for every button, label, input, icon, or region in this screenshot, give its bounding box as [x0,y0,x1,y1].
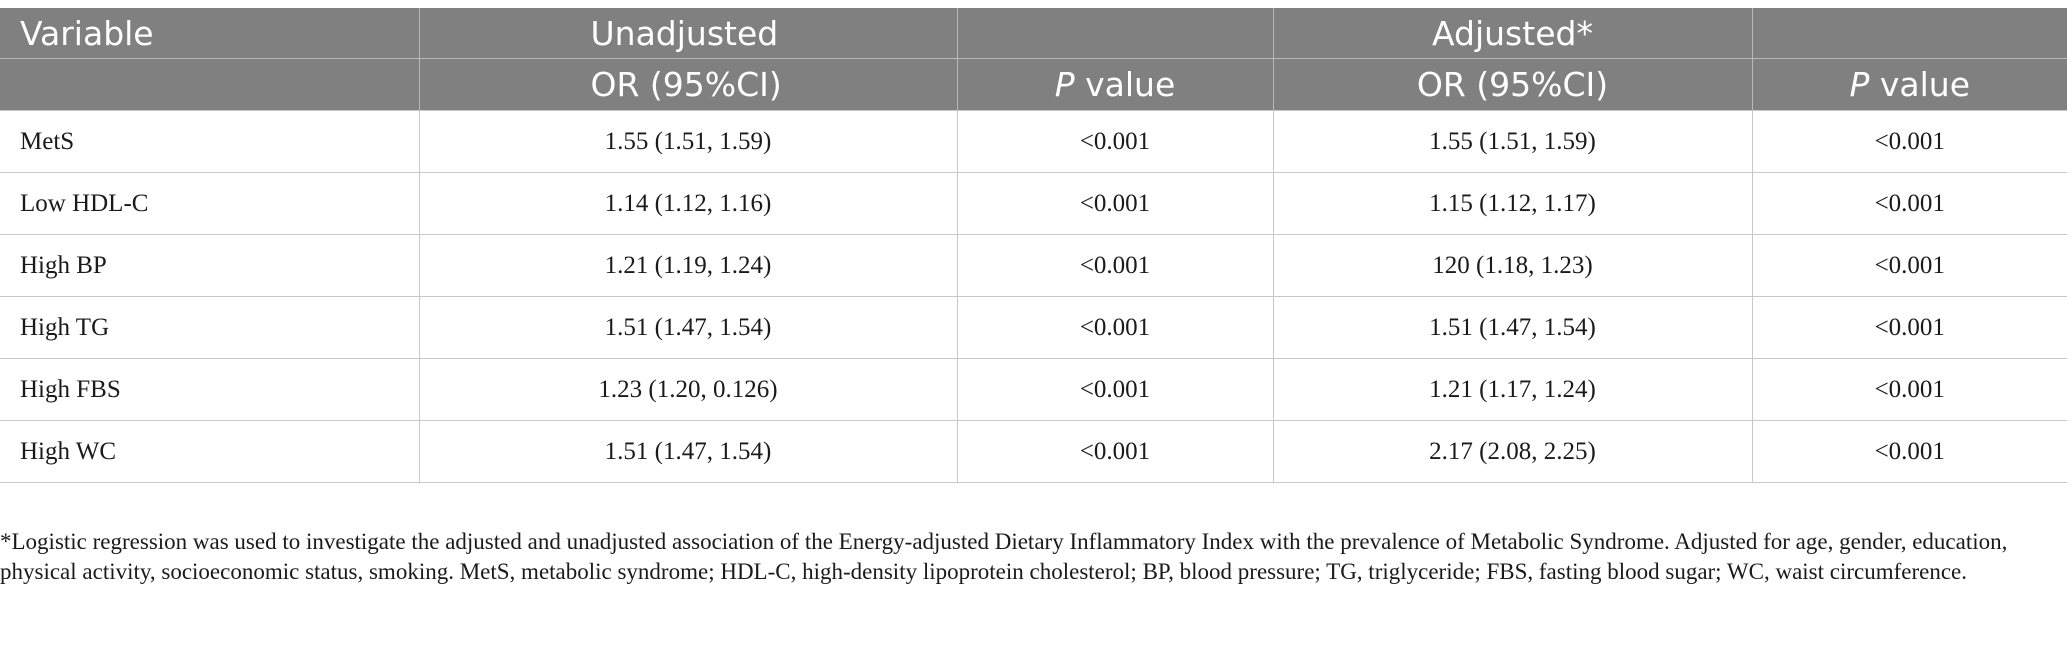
table-row: MetS 1.55 (1.51, 1.59) <0.001 1.55 (1.51… [0,110,2067,173]
cell-variable: High TG [0,296,420,359]
header-p-letter: P [1849,65,1870,104]
results-table-container: Variable Unadjusted Adjusted* OR (95%CI)… [0,8,2067,483]
header-or-adjusted: OR (95%CI) [1273,58,1753,111]
cell-or-unadjusted: 1.51 (1.47, 1.54) [419,296,958,359]
table-header: Variable Unadjusted Adjusted* OR (95%CI)… [0,8,2067,111]
header-p-word: value [1074,65,1176,104]
header-p-word: value [1869,65,1971,104]
table-row: High WC 1.51 (1.47, 1.54) <0.001 2.17 (2… [0,420,2067,483]
cell-p-unadjusted: <0.001 [957,110,1274,173]
header-empty-1 [957,8,1274,59]
header-p-letter: P [1054,65,1075,104]
header-p-adjusted: P value [1752,58,2067,111]
cell-or-adjusted: 1.55 (1.51, 1.59) [1273,110,1753,173]
table-footnote: *Logistic regression was used to investi… [0,529,2008,584]
cell-variable: High WC [0,420,420,483]
cell-or-adjusted: 2.17 (2.08, 2.25) [1273,420,1753,483]
cell-p-unadjusted: <0.001 [957,358,1274,421]
cell-p-adjusted: <0.001 [1752,420,2067,483]
table-row: Low HDL-C 1.14 (1.12, 1.16) <0.001 1.15 … [0,172,2067,235]
cell-p-adjusted: <0.001 [1752,358,2067,421]
cell-or-adjusted: 1.15 (1.12, 1.17) [1273,172,1753,235]
cell-p-adjusted: <0.001 [1752,110,2067,173]
table-body: MetS 1.55 (1.51, 1.59) <0.001 1.55 (1.51… [0,110,2067,483]
cell-variable: MetS [0,110,420,173]
cell-or-unadjusted: 1.23 (1.20, 0.126) [419,358,958,421]
cell-or-unadjusted: 1.51 (1.47, 1.54) [419,420,958,483]
header-empty-2 [1752,8,2067,59]
cell-p-unadjusted: <0.001 [957,172,1274,235]
cell-or-adjusted: 120 (1.18, 1.23) [1273,234,1753,297]
header-unadjusted: Unadjusted [419,8,958,59]
table-row: High FBS 1.23 (1.20, 0.126) <0.001 1.21 … [0,358,2067,421]
cell-variable: High BP [0,234,420,297]
header-empty-3 [0,58,420,111]
cell-or-adjusted: 1.21 (1.17, 1.24) [1273,358,1753,421]
header-row-2: OR (95%CI) P value OR (95%CI) P value [0,58,2067,111]
table-row: High BP 1.21 (1.19, 1.24) <0.001 120 (1.… [0,234,2067,297]
header-p-unadjusted: P value [957,58,1274,111]
cell-p-adjusted: <0.001 [1752,296,2067,359]
header-adjusted: Adjusted* [1273,8,1753,59]
header-row-1: Variable Unadjusted Adjusted* [0,8,2067,59]
cell-variable: Low HDL-C [0,172,420,235]
cell-variable: High FBS [0,358,420,421]
header-or-unadjusted: OR (95%CI) [419,58,958,111]
cell-or-unadjusted: 1.14 (1.12, 1.16) [419,172,958,235]
cell-p-adjusted: <0.001 [1752,172,2067,235]
header-variable: Variable [0,8,420,59]
table-row: High TG 1.51 (1.47, 1.54) <0.001 1.51 (1… [0,296,2067,359]
cell-p-adjusted: <0.001 [1752,234,2067,297]
odds-ratio-table: Variable Unadjusted Adjusted* OR (95%CI)… [0,8,2067,483]
cell-or-unadjusted: 1.55 (1.51, 1.59) [419,110,958,173]
cell-or-adjusted: 1.51 (1.47, 1.54) [1273,296,1753,359]
cell-p-unadjusted: <0.001 [957,420,1274,483]
cell-or-unadjusted: 1.21 (1.19, 1.24) [419,234,958,297]
cell-p-unadjusted: <0.001 [957,234,1274,297]
cell-p-unadjusted: <0.001 [957,296,1274,359]
